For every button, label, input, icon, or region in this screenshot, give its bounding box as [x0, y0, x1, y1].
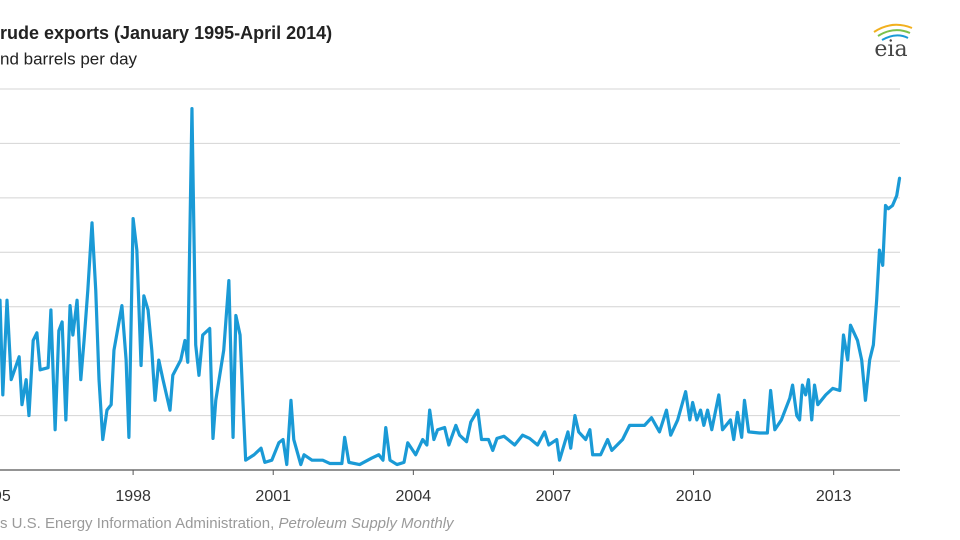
chart-title: rude exports (January 1995-April 2014)	[0, 23, 332, 43]
source: s U.S. Energy Information Administration…	[0, 515, 455, 532]
source-publication: Petroleum Supply Monthly	[278, 515, 455, 532]
chart-subtitle: nd barrels per day	[0, 49, 138, 68]
logo-text: eia	[874, 37, 907, 62]
x-tick-label: 2001	[255, 488, 291, 505]
grid	[0, 88, 900, 471]
x-tick-label: 2010	[676, 488, 712, 505]
logo-arc	[881, 34, 909, 41]
x-tick-label: 2007	[536, 488, 572, 505]
x-tick-label: 1998	[115, 488, 151, 505]
x-tick-label: 2004	[396, 488, 432, 505]
logo: eia	[873, 23, 913, 62]
x-tick-label: 2013	[816, 488, 852, 505]
logo-arc	[873, 23, 913, 33]
logo-arc	[877, 29, 911, 37]
x-tick-label: 1995	[0, 488, 11, 505]
source-text: s U.S. Energy Information Administration…	[0, 515, 278, 532]
data-line	[0, 106, 902, 467]
